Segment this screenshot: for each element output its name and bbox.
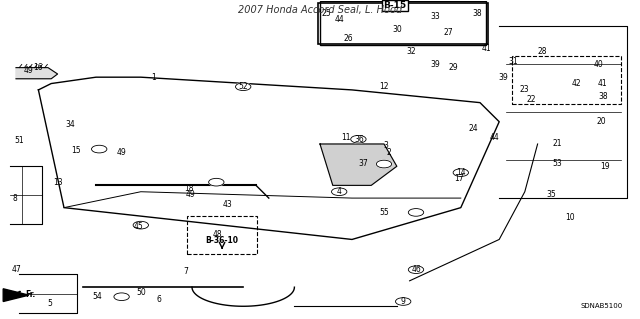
Text: Fr.: Fr. [26,290,36,299]
Text: 54: 54 [92,292,102,300]
Text: 45: 45 [133,222,143,231]
Text: 49: 49 [116,148,127,157]
Text: 48: 48 [212,230,223,239]
Text: 55: 55 [379,208,389,217]
Text: 23: 23 [520,85,530,94]
Text: 52: 52 [238,82,248,91]
Text: 28: 28 [538,47,547,56]
Text: 35: 35 [547,190,557,199]
Text: 46: 46 [411,265,421,274]
Polygon shape [320,144,397,185]
Circle shape [376,160,392,168]
Text: 27: 27 [443,28,453,37]
Circle shape [209,178,224,186]
Text: 33: 33 [430,12,440,21]
Text: 7: 7 [183,267,188,276]
Text: 38: 38 [598,92,609,101]
Text: 50: 50 [136,288,146,297]
Text: 4: 4 [337,187,342,196]
Text: 13: 13 [52,178,63,187]
Text: 39: 39 [430,60,440,69]
Text: 40: 40 [593,60,604,69]
Polygon shape [3,289,29,301]
Text: 1: 1 [151,73,156,82]
Circle shape [236,83,251,91]
Text: 22: 22 [527,95,536,104]
Text: B-36-10: B-36-10 [205,236,239,245]
Text: 34: 34 [65,120,76,130]
Text: 37: 37 [358,159,369,167]
Circle shape [92,145,107,153]
Polygon shape [16,68,58,79]
Text: 41: 41 [598,79,608,88]
Text: 30: 30 [392,25,402,34]
Text: 44: 44 [334,15,344,25]
Text: 8: 8 [12,194,17,203]
Text: 5: 5 [47,299,52,308]
Circle shape [332,188,347,196]
Text: 47: 47 [11,265,21,274]
Text: 49: 49 [24,66,34,75]
Text: 32: 32 [406,47,417,56]
Text: 12: 12 [380,82,388,91]
Text: 3: 3 [383,141,388,150]
Text: B-15: B-15 [383,1,406,10]
Text: 6: 6 [156,295,161,304]
Text: 36: 36 [354,135,364,144]
Text: SDNAB5100: SDNAB5100 [580,303,623,309]
Bar [187,216,257,254]
Text: 38: 38 [472,9,482,18]
Text: 10: 10 [564,213,575,222]
Text: 31: 31 [508,57,518,66]
Text: 41: 41 [481,44,492,53]
Bar [512,56,621,104]
Text: 21: 21 [552,139,561,149]
Text: 25: 25 [321,9,332,18]
Text: 16: 16 [33,63,44,72]
Circle shape [408,209,424,216]
Text: 49: 49 [185,190,195,199]
Text: 2: 2 [386,148,391,157]
Text: 17: 17 [454,174,464,183]
Circle shape [133,221,148,229]
Text: 2007 Honda Accord Seal, L. Hood: 2007 Honda Accord Seal, L. Hood [238,5,402,15]
Text: 11: 11 [341,133,350,142]
Text: 26: 26 [344,34,354,43]
Text: 20: 20 [596,117,607,126]
Text: 44: 44 [489,133,499,142]
Text: 51: 51 [14,136,24,145]
Circle shape [114,293,129,300]
Text: 14: 14 [456,168,466,177]
Circle shape [351,135,366,143]
Bar [318,3,488,44]
Text: 24: 24 [468,123,479,133]
Text: 18: 18 [185,184,194,193]
Text: 19: 19 [600,162,610,171]
Text: 53: 53 [552,159,562,167]
Text: 15: 15 [70,146,81,155]
Text: 43: 43 [222,200,232,209]
Text: 9: 9 [401,297,406,306]
Circle shape [408,266,424,273]
Circle shape [453,169,468,176]
Circle shape [396,298,411,305]
Text: 42: 42 [571,79,581,88]
Text: 39: 39 [499,73,509,82]
Text: 29: 29 [448,63,458,72]
